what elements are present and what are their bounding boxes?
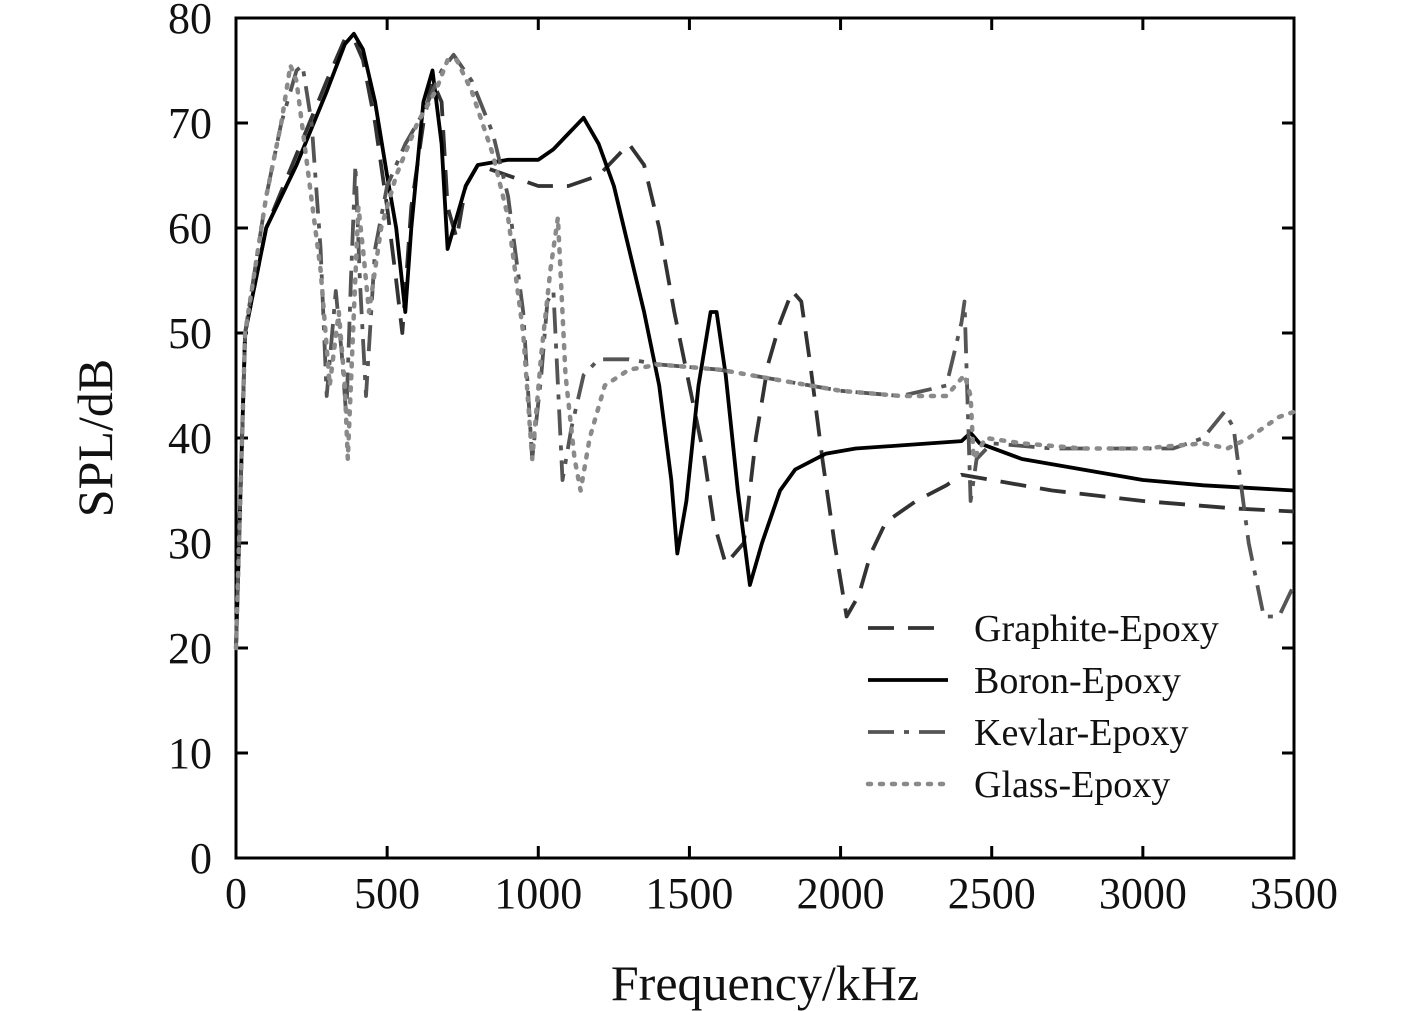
y-tick-label: 80: [168, 0, 212, 43]
x-tick-label: 2000: [797, 869, 885, 918]
y-tick-label: 60: [168, 204, 212, 253]
x-axis-label: Frequency/kHz: [611, 955, 919, 1011]
legend-label-boron-epoxy: Boron-Epoxy: [974, 660, 1181, 702]
series-line-kevlar-epoxy: [234, 52, 1296, 649]
x-tick-label: 1500: [645, 869, 733, 918]
y-tick-label: 20: [168, 624, 212, 673]
y-tick-label: 70: [168, 99, 212, 148]
x-tick-label: 1000: [494, 869, 582, 918]
x-tick-label: 0: [225, 869, 247, 918]
legend-label-glass-epoxy: Glass-Epoxy: [974, 764, 1170, 806]
legend-label-graphite-epoxy: Graphite-Epoxy: [974, 608, 1219, 650]
y-tick-label: 10: [168, 729, 212, 778]
series-layer: [233, 31, 1297, 651]
y-axis-label: SPL/dB: [67, 359, 123, 517]
y-tick-label: 30: [168, 519, 212, 568]
x-tick-label: 500: [354, 869, 420, 918]
y-tick-label: 0: [190, 834, 212, 883]
series-line-graphite-epoxy: [234, 37, 1295, 649]
x-tick-label: 3000: [1099, 869, 1187, 918]
legend-label-kevlar-epoxy: Kevlar-Epoxy: [974, 712, 1189, 754]
series-line-boron-epoxy: [234, 31, 1295, 649]
y-tick-label: 40: [168, 414, 212, 463]
y-tick-label: 50: [168, 309, 212, 358]
x-tick-label: 2500: [948, 869, 1036, 918]
axis-ticks: 0 500 1000 1500 2000 2500 3000 3500 0 10 20 30 40 50 6…: [168, 0, 1338, 918]
series-line-glass-epoxy: [233, 57, 1297, 651]
legend: Graphite-Epoxy Boron-Epoxy Kevlar-Epoxy Gla…: [865, 608, 1219, 806]
x-tick-label: 3500: [1250, 869, 1338, 918]
